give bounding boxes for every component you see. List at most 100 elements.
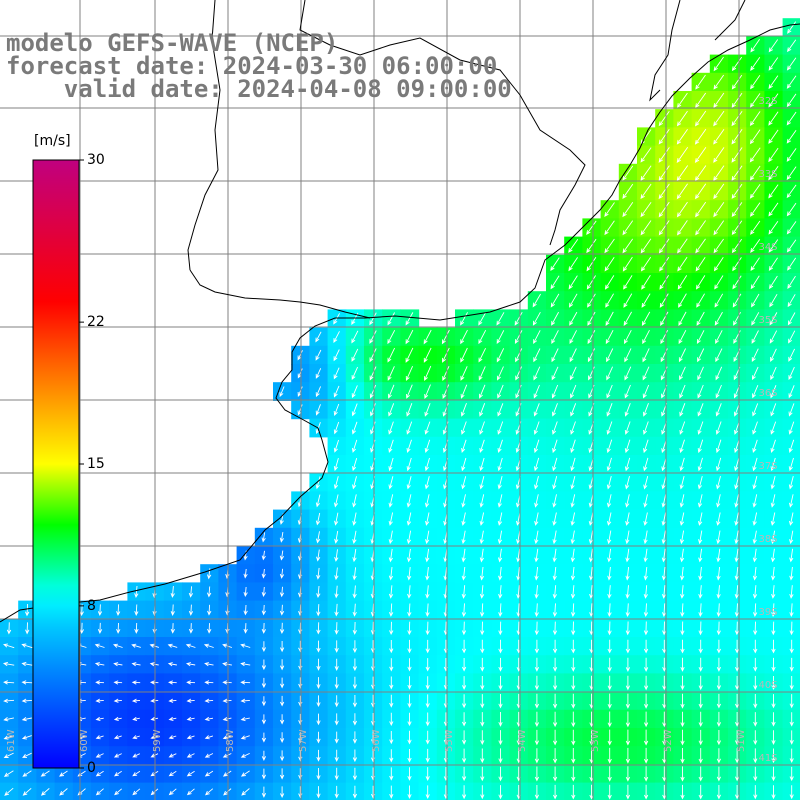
wind-arrow — [406, 457, 412, 472]
wind-arrow — [387, 366, 395, 381]
wind-arrow — [22, 752, 32, 758]
wind-arrow — [786, 57, 797, 71]
wind-arrow — [22, 770, 32, 777]
wind-arrow — [789, 676, 794, 691]
wind-arrow — [3, 770, 14, 777]
wind-arrow — [606, 512, 612, 526]
wind-arrow — [676, 147, 689, 163]
wind-arrow — [186, 770, 195, 777]
wind-arrow — [661, 475, 667, 490]
wind-arrow — [698, 729, 703, 746]
border-line — [714, 0, 746, 41]
wind-arrow — [697, 348, 705, 363]
wind-arrow — [204, 770, 214, 777]
wind-arrow — [662, 784, 667, 800]
wind-arrow — [460, 403, 467, 417]
wind-arrow — [389, 621, 394, 636]
wind-arrow — [515, 366, 523, 381]
wind-arrow — [769, 312, 778, 326]
wind-arrow — [716, 785, 722, 800]
wind-arrow — [714, 293, 724, 308]
wind-arrow — [570, 475, 576, 490]
wind-arrow — [731, 202, 743, 218]
wind-arrow — [786, 111, 797, 126]
wind-arrow — [168, 753, 177, 758]
wind-arrow — [478, 366, 486, 381]
wind-arrow — [425, 548, 430, 563]
lon-label: 56W — [371, 729, 382, 752]
wind-arrow — [768, 147, 779, 163]
wind-arrow — [188, 586, 194, 598]
wind-arrow — [640, 147, 652, 163]
wind-arrow — [552, 421, 558, 435]
wind-arrow — [571, 639, 576, 654]
wind-arrow — [570, 512, 576, 526]
wind-arrow — [770, 348, 777, 362]
wind-arrow — [716, 603, 721, 618]
wind-arrow — [731, 147, 743, 163]
wind-arrow — [786, 148, 797, 162]
wind-arrow — [770, 385, 777, 399]
wind-arrow — [496, 312, 505, 326]
wind-arrow — [204, 716, 214, 722]
wind-arrow — [625, 675, 631, 691]
wind-arrow — [461, 530, 466, 545]
wind-arrow — [771, 694, 776, 709]
wind-arrow — [698, 657, 703, 672]
wind-arrow — [497, 439, 503, 453]
wind-arrow — [606, 384, 613, 399]
wind-arrow — [134, 622, 139, 634]
wind-arrow — [695, 220, 706, 236]
lon-label: 51W — [736, 729, 747, 752]
wind-arrow — [132, 716, 140, 722]
wind-arrow — [425, 712, 430, 727]
wind-arrow — [587, 311, 596, 326]
wind-arrow — [497, 457, 503, 472]
wind-arrow — [734, 548, 739, 563]
wind-arrow — [442, 366, 450, 381]
wind-arrow — [734, 693, 740, 709]
wind-arrow — [297, 404, 303, 416]
wind-arrow — [786, 239, 797, 253]
wind-arrow — [279, 532, 284, 543]
wind-arrow — [788, 330, 796, 344]
wind-arrow — [697, 384, 704, 399]
wind-arrow — [552, 603, 558, 618]
wind-arrow — [240, 698, 250, 703]
wind-arrow — [497, 475, 503, 490]
wind-arrow — [571, 766, 576, 782]
wind-arrow — [261, 750, 267, 761]
wind-arrow — [351, 439, 358, 453]
lat-label: 37S — [758, 461, 777, 472]
wind-arrow — [716, 494, 721, 508]
wind-arrow — [623, 311, 632, 327]
wind-arrow — [369, 384, 377, 399]
wind-arrow — [425, 676, 430, 690]
wind-arrow — [786, 75, 797, 89]
wind-arrow — [334, 530, 339, 544]
wind-arrow — [532, 311, 541, 326]
wind-arrow — [752, 439, 758, 453]
wind-arrow — [461, 748, 467, 764]
wind-arrow — [315, 404, 321, 416]
wind-arrow — [261, 677, 267, 689]
wind-arrow — [97, 604, 103, 617]
wind-arrow — [168, 770, 177, 777]
wind-arrow — [333, 476, 339, 490]
wind-arrow — [713, 74, 725, 90]
colorbar-tick-label: 22 — [87, 314, 105, 331]
wind-arrow — [570, 494, 576, 508]
wind-arrow — [768, 184, 779, 199]
wind-arrow — [643, 530, 648, 545]
wind-arrow — [261, 659, 267, 671]
wind-arrow — [442, 384, 450, 399]
wind-arrow — [771, 748, 776, 764]
wind-arrow — [694, 165, 707, 182]
wind-arrow — [788, 421, 795, 435]
wind-arrow — [768, 239, 779, 253]
wind-arrow — [695, 74, 706, 90]
wind-arrow — [750, 220, 761, 235]
latitude-labels: 32S 33S 34S 35S 36S 37S 38S 39S 40S 41S — [758, 96, 777, 764]
wind-arrow — [606, 403, 613, 417]
wind-arrow — [204, 698, 214, 703]
